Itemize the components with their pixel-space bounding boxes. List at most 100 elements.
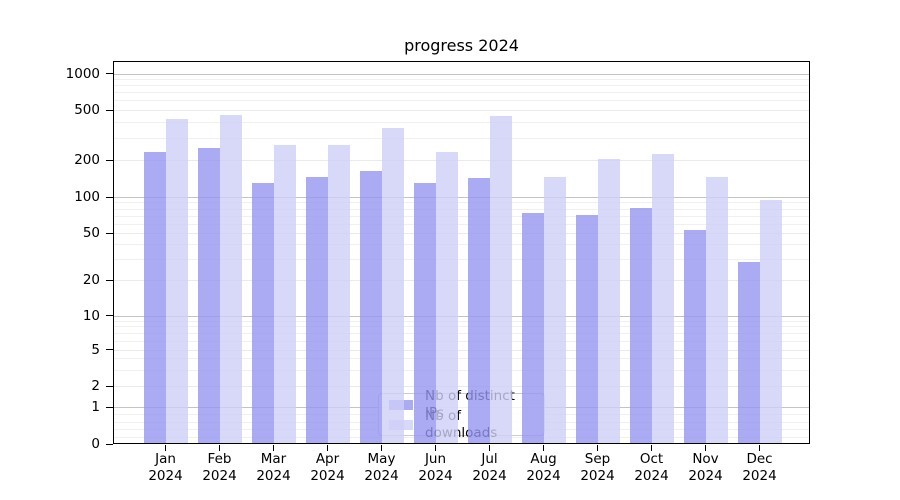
gridline-minor (114, 92, 809, 94)
bar-ips-may (359, 170, 382, 443)
bar-downloads-mar (273, 144, 296, 443)
gridline-500 (114, 110, 809, 111)
gridline-minor (114, 340, 809, 342)
bar-ips-sep (575, 215, 598, 443)
x-tick-jul (489, 445, 490, 451)
x-tick-label-aug: Aug 2024 (526, 451, 561, 484)
gridline-minor (114, 244, 809, 246)
chart-title: progress 2024 (404, 36, 519, 55)
y-tick-200 (106, 159, 113, 161)
y-tick-label-10: 10 (82, 307, 100, 324)
gridline-minor (114, 358, 809, 360)
x-tick-label-may: May 2024 (364, 451, 399, 484)
x-tick-label-sep: Sep 2024 (580, 451, 615, 484)
y-tick-50 (106, 232, 113, 234)
bar-ips-jan (143, 151, 166, 443)
y-tick-1000 (106, 73, 113, 74)
y-tick-label-500: 500 (74, 102, 100, 118)
bar-downloads-nov (705, 176, 728, 443)
x-tick-feb (219, 445, 220, 451)
y-tick-label-50: 50 (82, 225, 100, 241)
bar-ips-jun (413, 182, 436, 443)
gridline-minor (114, 259, 809, 261)
x-tick-label-apr: Apr 2024 (310, 451, 345, 484)
gridline-minor (114, 436, 809, 438)
y-tick-500 (106, 109, 113, 111)
gridline-minor (114, 223, 809, 225)
x-tick-mar (273, 445, 274, 451)
bar-ips-apr (305, 176, 328, 443)
bar-ips-oct (629, 208, 652, 443)
gridline-minor (114, 202, 809, 204)
gridline-200 (114, 160, 809, 161)
bar-ips-dec (737, 261, 760, 443)
y-tick-label-1: 1 (91, 399, 100, 415)
gridline-minor (114, 100, 809, 102)
bar-downloads-aug (543, 176, 566, 443)
y-tick-2 (106, 385, 113, 387)
y-tick-100 (106, 196, 113, 198)
x-tick-apr (327, 445, 328, 451)
y-tick-label-100: 100 (74, 189, 100, 205)
bar-downloads-feb (219, 114, 242, 443)
bar-downloads-jan (165, 118, 188, 443)
gridline-100 (114, 197, 809, 198)
bar-downloads-jun (435, 151, 458, 443)
bar-downloads-sep (597, 159, 620, 443)
y-tick-label-20: 20 (82, 272, 100, 288)
x-tick-label-jul: Jul 2024 (472, 451, 507, 484)
gridline-minor (114, 208, 809, 210)
gridline-minor (114, 369, 809, 371)
y-tick-label-200: 200 (74, 152, 100, 168)
x-tick-dec (759, 445, 760, 451)
gridline-2 (114, 386, 809, 387)
gridline-minor (114, 79, 809, 81)
gridline-minor (114, 320, 809, 322)
gridline-minor (114, 85, 809, 87)
x-tick-label-jan: Jan 2024 (148, 451, 183, 484)
gridline-minor (114, 215, 809, 217)
x-tick-label-dec: Dec 2024 (742, 451, 777, 484)
y-tick-label-0: 0 (91, 436, 100, 452)
y-tick-label-5: 5 (91, 341, 100, 358)
gridline-minor (114, 137, 809, 139)
y-tick-label-2: 2 (91, 378, 100, 394)
gridline-1000 (114, 73, 809, 75)
x-tick-nov (705, 445, 706, 451)
x-tick-aug (543, 445, 544, 451)
x-tick-jan (165, 445, 166, 451)
x-tick-label-nov: Nov 2024 (688, 451, 723, 484)
y-tick-20 (106, 279, 113, 281)
gridline-minor (114, 332, 809, 334)
y-tick-1 (106, 406, 113, 408)
bar-downloads-apr (327, 145, 350, 443)
y-tick-10 (106, 315, 113, 316)
y-tick-5 (106, 349, 113, 350)
gridline-minor (114, 122, 809, 124)
x-tick-sep (597, 445, 598, 451)
bar-ips-nov (683, 229, 706, 443)
x-tick-may (381, 445, 382, 451)
x-tick-label-mar: Mar 2024 (256, 451, 291, 484)
bar-ips-jul (467, 178, 490, 443)
x-tick-label-oct: Oct 2024 (634, 451, 669, 484)
gridline-20 (114, 280, 809, 281)
bar-downloads-may (381, 128, 404, 443)
bar-downloads-oct (651, 153, 674, 443)
bar-ips-mar (251, 183, 274, 443)
x-tick-label-feb: Feb 2024 (202, 451, 237, 484)
x-tick-jun (435, 445, 436, 451)
bar-downloads-jul (489, 116, 512, 443)
plot-area: Nb of distinct IPs Nb of downloads (113, 61, 810, 444)
bar-downloads-dec (759, 199, 782, 443)
bar-ips-aug (521, 213, 544, 443)
legend-item-downloads: Nb of downloads (387, 408, 536, 441)
gridline-10 (114, 315, 809, 317)
gridline-minor (114, 326, 809, 328)
y-tick-0 (106, 443, 113, 445)
gridline-5 (114, 349, 809, 351)
gridline-50 (114, 233, 809, 234)
bar-ips-feb (197, 147, 220, 443)
y-tick-label-1000: 1000 (65, 65, 100, 82)
